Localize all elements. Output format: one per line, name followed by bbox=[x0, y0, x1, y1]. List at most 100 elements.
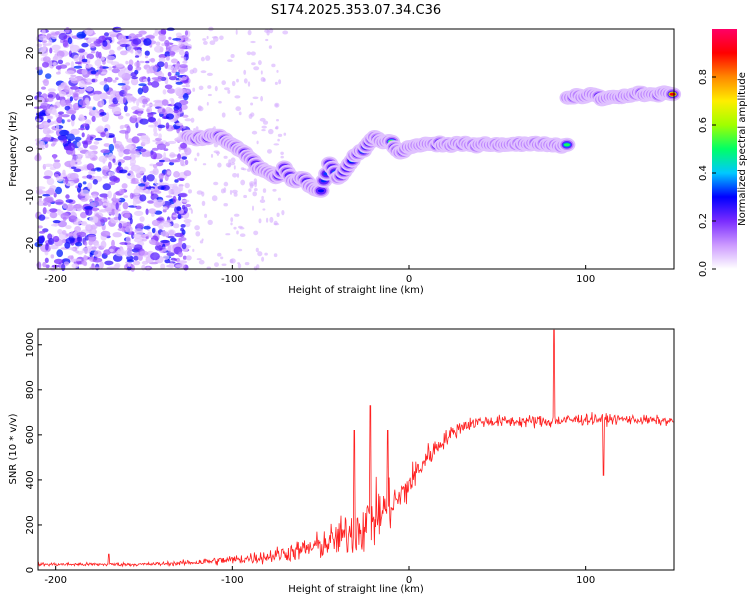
noise-speck bbox=[269, 216, 274, 223]
noise-speck bbox=[159, 222, 163, 229]
y-tick-label: -10 bbox=[25, 189, 36, 205]
noise-speck bbox=[253, 188, 258, 192]
y-tick-label: 600 bbox=[25, 425, 36, 444]
noise-speck bbox=[250, 102, 254, 106]
noise-speck bbox=[63, 261, 70, 266]
noise-speck bbox=[133, 244, 143, 251]
noise-speck bbox=[243, 69, 247, 75]
noise-speck bbox=[210, 153, 214, 158]
noise-speck bbox=[160, 28, 167, 35]
noise-speck bbox=[58, 91, 67, 97]
noise-speck bbox=[62, 39, 69, 48]
noise-speck bbox=[138, 30, 147, 35]
noise-speck bbox=[111, 208, 116, 216]
noise-speck bbox=[126, 243, 135, 249]
noise-speck bbox=[169, 154, 179, 157]
noise-speck bbox=[172, 38, 182, 41]
noise-speck bbox=[277, 138, 280, 142]
noise-speck bbox=[53, 192, 57, 198]
x-tick-label: -200 bbox=[44, 274, 67, 285]
noise-speck bbox=[116, 166, 121, 171]
noise-speck bbox=[261, 129, 266, 132]
noise-speck bbox=[108, 97, 113, 105]
noise-speck bbox=[215, 151, 221, 155]
noise-speck bbox=[108, 49, 115, 55]
noise-speck bbox=[252, 205, 254, 211]
noise-speck bbox=[142, 175, 147, 183]
y-tick-label: 400 bbox=[25, 470, 36, 489]
noise-speck bbox=[148, 239, 156, 245]
noise-speck bbox=[261, 256, 265, 262]
noise-speck bbox=[158, 34, 166, 42]
noise-speck bbox=[60, 82, 66, 88]
noise-speck bbox=[123, 156, 132, 161]
noise-speck bbox=[115, 63, 124, 68]
noise-speck bbox=[253, 178, 258, 185]
noise-speck bbox=[253, 66, 260, 71]
noise-speck bbox=[234, 95, 241, 99]
noise-speck bbox=[157, 76, 163, 80]
noise-speck bbox=[124, 81, 130, 85]
noise-speck bbox=[190, 209, 193, 214]
noise-speck bbox=[174, 232, 184, 238]
noise-speck bbox=[108, 152, 114, 160]
noise-speck bbox=[70, 77, 78, 81]
noise-speck bbox=[177, 177, 185, 181]
noise-speck bbox=[227, 59, 233, 62]
noise-speck bbox=[63, 138, 68, 144]
noise-speck bbox=[164, 84, 173, 90]
noise-speck bbox=[276, 119, 279, 122]
noise-speck bbox=[69, 96, 74, 102]
noise-speck bbox=[93, 39, 103, 47]
noise-speck bbox=[125, 60, 129, 65]
noise-speck bbox=[103, 205, 107, 209]
noise-speck bbox=[92, 216, 99, 224]
noise-speck bbox=[81, 260, 87, 266]
noise-speck bbox=[141, 264, 146, 271]
noise-speck bbox=[179, 192, 188, 198]
noise-speck bbox=[142, 98, 148, 105]
noise-speck bbox=[117, 83, 126, 86]
noise-speck bbox=[154, 121, 158, 127]
noise-speck bbox=[178, 196, 182, 201]
noise-speck bbox=[47, 88, 56, 92]
noise-speck bbox=[75, 250, 79, 254]
noise-speck bbox=[229, 162, 236, 166]
noise-speck bbox=[73, 204, 82, 209]
noise-speck bbox=[248, 188, 252, 193]
noise-speck bbox=[85, 87, 94, 92]
noise-speck bbox=[104, 154, 109, 159]
noise-speck bbox=[207, 85, 212, 89]
noise-speck bbox=[118, 149, 124, 158]
noise-speck bbox=[154, 210, 163, 215]
noise-speck bbox=[207, 219, 213, 225]
noise-speck bbox=[188, 189, 192, 194]
noise-speck bbox=[185, 38, 192, 42]
noise-speck bbox=[276, 69, 279, 73]
noise-speck bbox=[223, 187, 227, 193]
noise-speck bbox=[147, 117, 156, 123]
noise-speck bbox=[200, 56, 205, 62]
noise-speck bbox=[154, 45, 164, 53]
noise-speck bbox=[127, 173, 131, 176]
noise-speck bbox=[181, 75, 187, 81]
ridge-segment bbox=[317, 189, 325, 193]
noise-speck bbox=[132, 111, 141, 115]
noise-speck bbox=[187, 88, 191, 93]
noise-speck bbox=[56, 116, 63, 124]
noise-speck bbox=[70, 159, 76, 165]
noise-speck bbox=[144, 55, 149, 59]
noise-speck bbox=[57, 229, 63, 235]
noise-speck bbox=[46, 115, 54, 120]
noise-speck bbox=[192, 87, 196, 92]
noise-speck bbox=[87, 182, 93, 190]
colorbar-axis: 0.0 0.2 0.4 0.6 0.8 bbox=[698, 69, 716, 277]
noise-speck bbox=[42, 202, 48, 206]
noise-speck bbox=[84, 241, 88, 246]
noise-speck bbox=[283, 132, 287, 136]
noise-speck bbox=[105, 55, 116, 61]
noise-speck bbox=[129, 149, 137, 155]
noise-speck bbox=[35, 186, 46, 190]
colorbar-tick-label: 0.6 bbox=[698, 117, 709, 133]
